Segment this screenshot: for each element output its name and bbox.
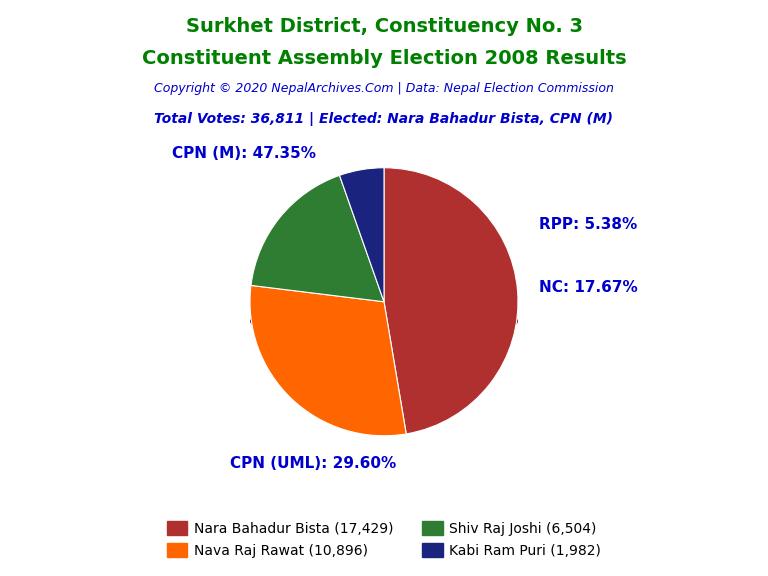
Text: NC: 17.67%: NC: 17.67%	[539, 280, 638, 295]
Wedge shape	[384, 168, 518, 434]
Wedge shape	[339, 168, 384, 302]
Text: RPP: 5.38%: RPP: 5.38%	[539, 217, 637, 232]
Text: CPN (UML): 29.60%: CPN (UML): 29.60%	[230, 456, 396, 472]
Text: CPN (M): 47.35%: CPN (M): 47.35%	[172, 146, 316, 161]
Text: Copyright © 2020 NepalArchives.Com | Data: Nepal Election Commission: Copyright © 2020 NepalArchives.Com | Dat…	[154, 82, 614, 96]
Ellipse shape	[250, 300, 518, 342]
Wedge shape	[251, 175, 384, 302]
Text: Total Votes: 36,811 | Elected: Nara Bahadur Bista, CPN (M): Total Votes: 36,811 | Elected: Nara Baha…	[154, 112, 614, 126]
Text: Surkhet District, Constituency No. 3: Surkhet District, Constituency No. 3	[186, 17, 582, 36]
Wedge shape	[250, 285, 406, 436]
Text: Constituent Assembly Election 2008 Results: Constituent Assembly Election 2008 Resul…	[141, 49, 627, 68]
Legend: Nara Bahadur Bista (17,429), Nava Raj Rawat (10,896), Shiv Raj Joshi (6,504), Ka: Nara Bahadur Bista (17,429), Nava Raj Ra…	[161, 516, 607, 563]
